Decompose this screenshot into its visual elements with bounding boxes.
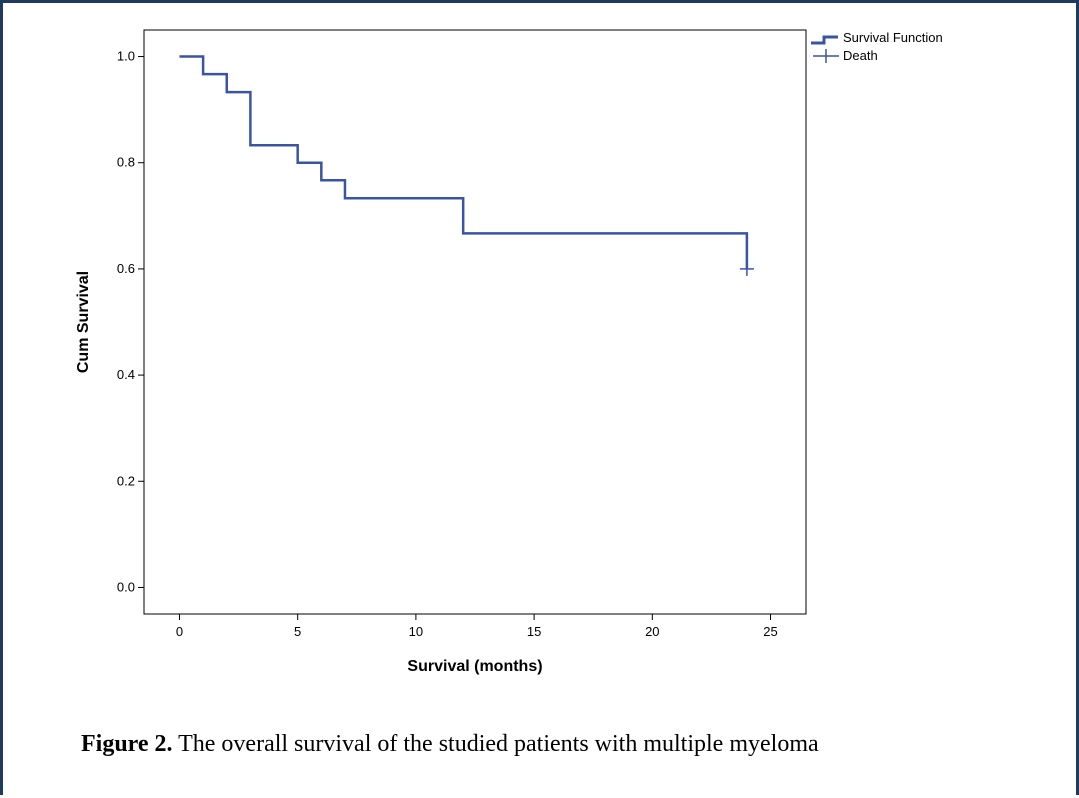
figure-caption-text: The overall survival of the studied pati… xyxy=(172,731,819,757)
legend-label-survival-function: Survival Function xyxy=(843,30,943,45)
y-tick-label: 0.6 xyxy=(117,261,135,276)
x-tick-label: 0 xyxy=(176,624,183,639)
figure-caption: Figure 2. The overall survival of the st… xyxy=(81,731,819,758)
legend: Survival Function Death xyxy=(811,30,943,63)
x-tick-label: 25 xyxy=(763,624,777,639)
x-tick-label: 15 xyxy=(527,624,541,639)
x-axis-title: Survival (months) xyxy=(407,658,542,675)
x-tick-label: 5 xyxy=(294,624,301,639)
legend-label-death: Death xyxy=(843,48,878,63)
plot-area xyxy=(143,29,807,615)
x-tick-label: 10 xyxy=(409,624,423,639)
y-tick-label: 0.2 xyxy=(117,473,135,488)
y-axis-title: Cum Survival xyxy=(75,271,92,373)
legend-step-icon xyxy=(811,35,838,45)
y-tick-label: 0.0 xyxy=(117,579,135,594)
y-tick-label: 0.8 xyxy=(117,155,135,170)
y-tick-label: 0.4 xyxy=(117,367,135,382)
x-tick-label: 20 xyxy=(645,624,659,639)
survival-function-line xyxy=(179,55,749,269)
figure-caption-label: Figure 2. xyxy=(81,731,173,757)
y-tick-label: 1.0 xyxy=(117,49,135,64)
survival-chart: 0 5 10 15 20 25 0.0 0.2 0.4 0.6 0.8 1.0 Cum Surviva… xyxy=(75,29,943,675)
